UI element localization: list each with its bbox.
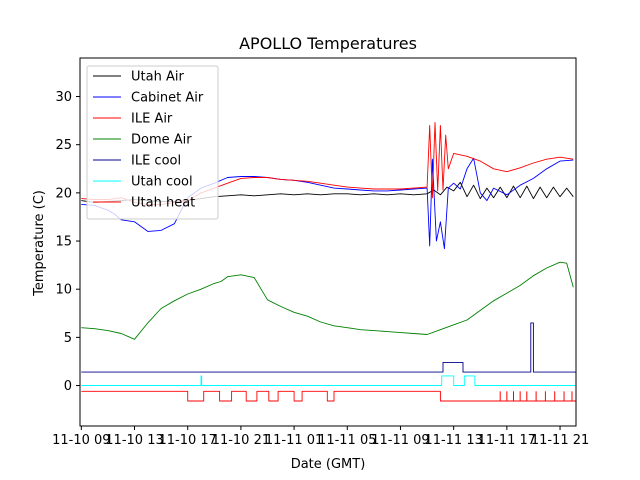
y-tick-label-2: 10	[55, 283, 72, 298]
x-tick-label-3: 11-10 21	[212, 433, 270, 448]
legend-label-4: ILE cool	[131, 154, 181, 169]
series-line-1	[81, 157, 574, 250]
x-tick-label-8: 11-11 17	[478, 433, 536, 448]
y-tick-label-0: 0	[64, 379, 72, 394]
series-line-5	[81, 375, 576, 386]
legend-label-1: Cabinet Air	[131, 91, 204, 106]
legend-label-6: Utah heat	[131, 196, 195, 211]
y-axis-label: Temperature (C)	[32, 190, 47, 297]
series-line-6	[81, 390, 576, 402]
x-tick-label-1: 11-10 13	[105, 433, 163, 448]
legend-label-2: ILE Air	[131, 112, 173, 127]
y-tick-label-6: 30	[55, 90, 72, 105]
x-tick-label-6: 11-11 09	[371, 433, 429, 448]
series-line-3	[81, 261, 574, 340]
x-tick-label-5: 11-11 05	[318, 433, 376, 448]
y-tick-label-3: 15	[55, 235, 72, 250]
y-tick-label-1: 5	[64, 331, 72, 346]
x-tick-label-7: 11-11 13	[424, 433, 482, 448]
plot-frame	[79, 57, 577, 427]
series-line-4	[81, 322, 576, 373]
x-tick-label-2: 11-10 17	[158, 433, 216, 448]
legend: Utah Air Cabinet Air ILE Air Dome Air ILE co…	[86, 65, 219, 220]
chart-title: APOLLO Temperatures	[239, 34, 417, 53]
legend-label-3: Dome Air	[131, 133, 192, 148]
x-axis-label: Date (GMT)	[291, 457, 366, 472]
x-tick-label-0: 11-10 09	[52, 433, 110, 448]
x-tick-label-4: 11-11 01	[265, 433, 323, 448]
legend-label-0: Utah Air	[131, 70, 184, 85]
x-tick-label-9: 11-11 21	[531, 433, 589, 448]
y-tick-label-4: 20	[55, 186, 72, 201]
legend-label-5: Utah cool	[131, 175, 193, 190]
y-tick-label-5: 25	[55, 138, 72, 153]
